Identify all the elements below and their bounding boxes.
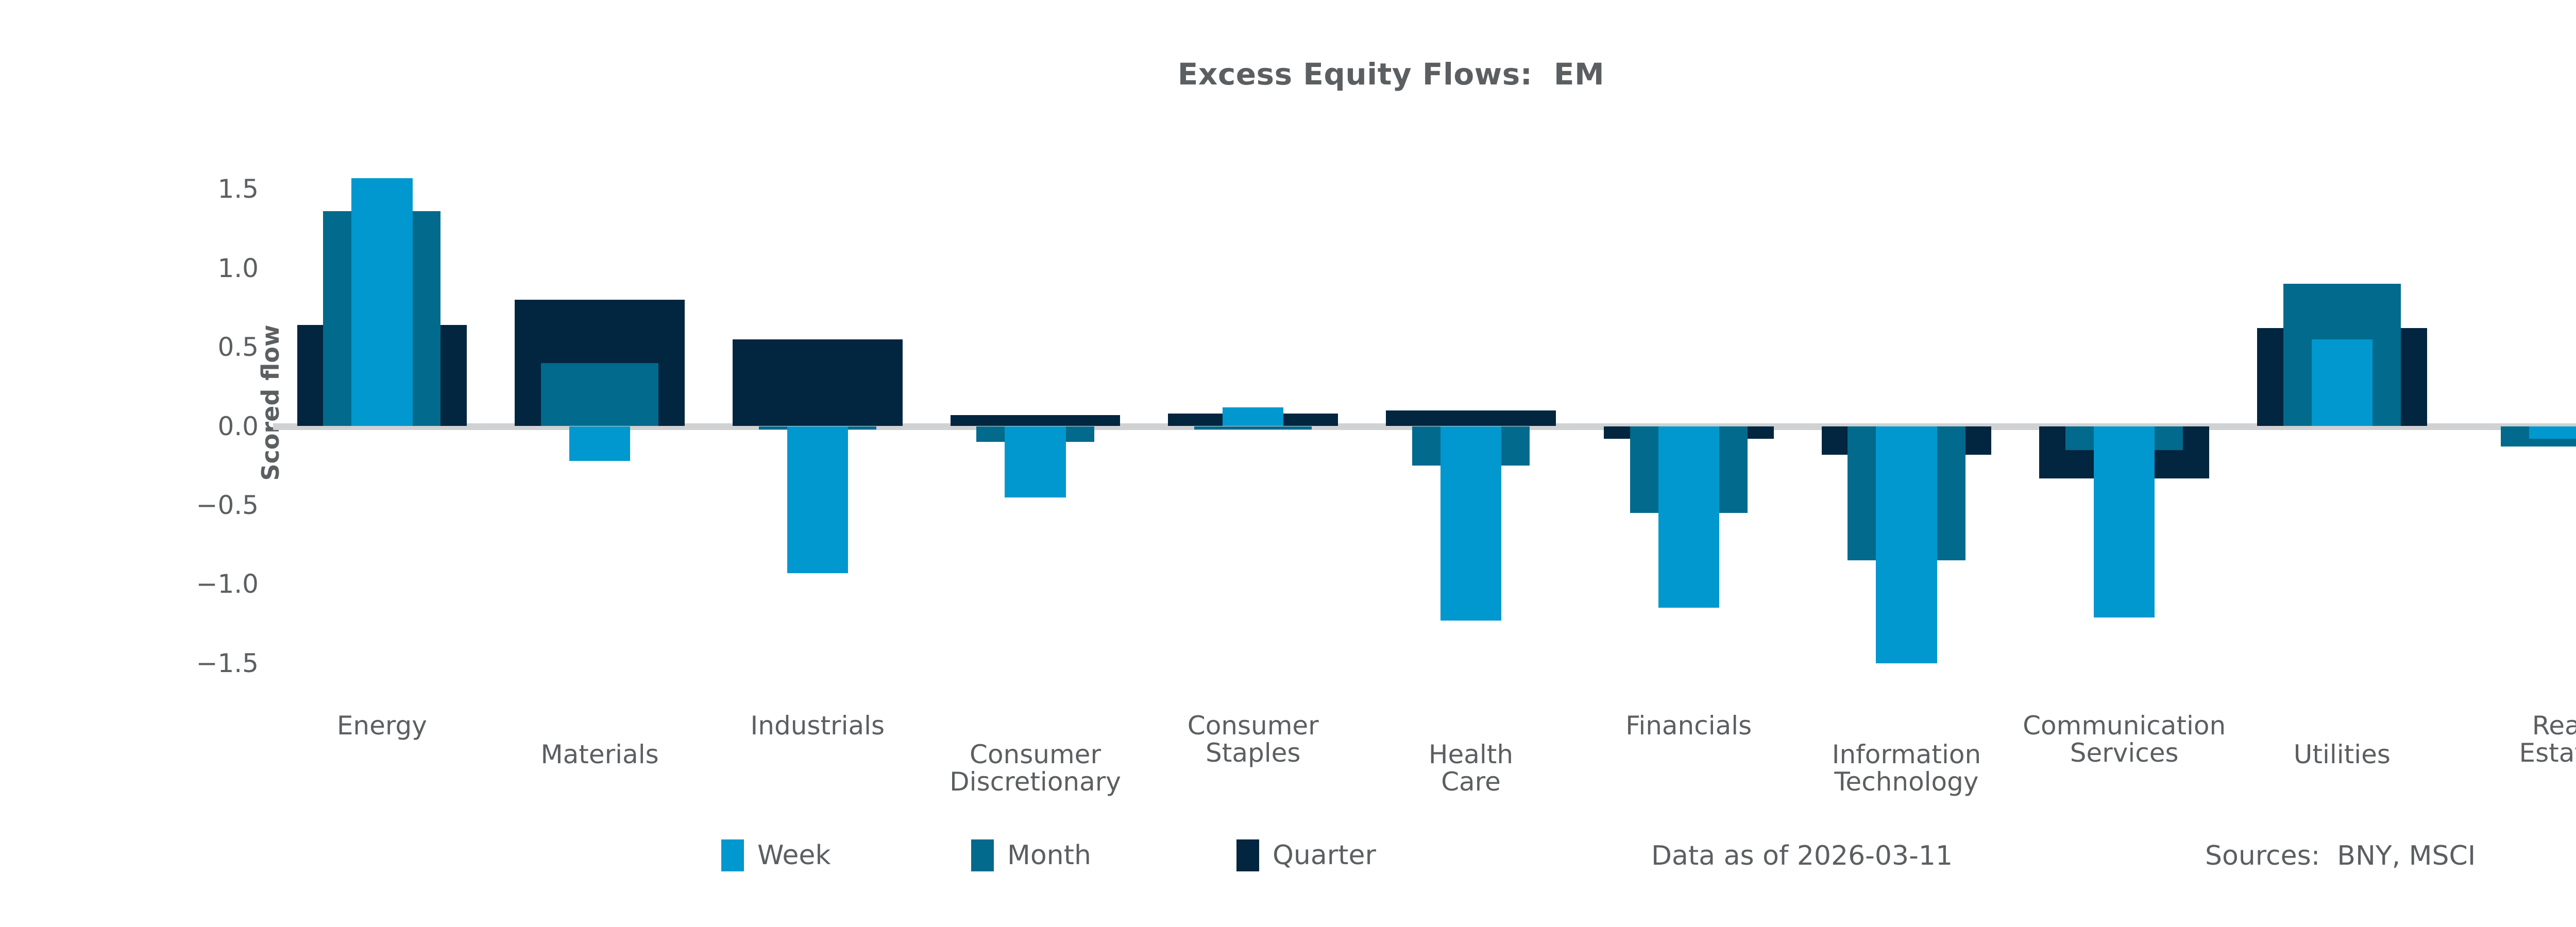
y-tick-label: 0.0	[217, 411, 259, 441]
bar-week	[2093, 426, 2155, 617]
y-tick-label: 1.0	[217, 253, 259, 283]
x-axis-label-line: Staples	[1206, 738, 1301, 768]
x-axis-label: Industrials	[649, 712, 986, 740]
bar-week	[569, 426, 631, 461]
bar-week	[1440, 426, 1502, 621]
bar-group	[708, 154, 926, 698]
plot-area: Scored flow 1.5 1.0 0.5 0.0 −0.5 −1.0 −1.5 Ene…	[196, 154, 2576, 796]
x-axis-label: Utilities	[2173, 741, 2511, 768]
x-axis-label-line: Health	[1428, 740, 1514, 769]
x-axis-label: RealEstate	[2391, 712, 2576, 767]
bar-group	[2233, 154, 2451, 698]
data-as-of-note: Data as of 2026-03-11	[1651, 840, 1953, 871]
bar-quarter	[732, 339, 903, 426]
x-axis-label-line: Materials	[540, 740, 659, 769]
legend-swatch-icon	[971, 839, 994, 871]
x-axis-label: Information Technology	[1738, 741, 2075, 796]
bar-group	[2451, 154, 2576, 698]
legend-swatch-icon	[721, 839, 744, 871]
x-axis-label-line: Communication	[2023, 711, 2226, 741]
page-title: Excess Equity Flows: EM	[1177, 57, 1605, 92]
bar-quarter	[1386, 410, 1556, 426]
x-axis-label-line: Financials	[1625, 711, 1752, 741]
x-axis-label: Consumer Discretionary	[867, 741, 1204, 796]
legend: Week Month Quarter Data as of 2026-03-11 S…	[0, 839, 2576, 901]
y-tick-label: −1.5	[196, 648, 259, 678]
legend-item-quarter[interactable]: Quarter	[1236, 839, 1376, 871]
bar-group	[1580, 154, 1798, 698]
legend-label: Month	[1007, 840, 1091, 871]
bar-group	[1362, 154, 1580, 698]
bar-month	[540, 363, 659, 426]
x-axis-label-line: Consumer	[1187, 711, 1319, 741]
x-axis-label-line: Real	[2532, 711, 2576, 741]
bar-group	[273, 154, 491, 698]
y-tick-label: 1.5	[217, 174, 259, 204]
bar-quarter	[950, 415, 1121, 426]
bar-group	[491, 154, 709, 698]
bar-week	[2529, 426, 2576, 439]
x-axis-label: Consumer Staples	[1084, 712, 1422, 767]
sources-note: Sources: BNY, MSCI	[2205, 840, 2476, 871]
x-axis-label-line: Energy	[336, 711, 427, 741]
legend-label: Quarter	[1273, 840, 1376, 871]
bar-group	[926, 154, 1144, 698]
x-axis-label-line: Estate	[2519, 738, 2576, 768]
bar-group	[1798, 154, 2015, 698]
legend-label: Week	[757, 840, 831, 871]
x-axis-label-line: Utilities	[2293, 740, 2391, 769]
legend-item-month[interactable]: Month	[971, 839, 1091, 871]
bar-week	[1005, 426, 1066, 497]
x-axis-label-line: Industrials	[750, 711, 885, 741]
x-axis-label-line: Discretionary	[950, 767, 1121, 797]
x-axis-label: Health Care	[1302, 741, 1639, 796]
bar-week	[787, 426, 848, 573]
bar-week	[1658, 426, 1719, 608]
x-axis-label: Materials	[431, 741, 768, 768]
x-axis-label-line: Technology	[1834, 767, 1979, 797]
bar-week	[1876, 426, 1937, 663]
x-axis-label: Financials	[1520, 712, 1857, 740]
x-axis-label-line: Information	[1832, 740, 1981, 769]
bar-month	[1194, 426, 1312, 430]
x-axis-label-line: Care	[1441, 767, 1501, 797]
x-axis-label: Energy	[213, 712, 551, 740]
y-tick-label: −1.0	[196, 569, 259, 599]
y-tick-label: −0.5	[196, 490, 259, 520]
bar-group	[1144, 154, 1362, 698]
x-axis-label: Communication Services	[1956, 712, 2293, 767]
bar-group	[2015, 154, 2233, 698]
bar-week	[351, 178, 413, 426]
bar-week	[1223, 407, 1284, 426]
y-tick-label: 0.5	[217, 332, 259, 363]
x-axis-label-line: Consumer	[970, 740, 1101, 769]
x-axis-label-line: Services	[2070, 738, 2179, 768]
legend-item-week[interactable]: Week	[721, 839, 831, 871]
legend-swatch-icon	[1236, 839, 1259, 871]
bar-week	[2311, 339, 2373, 426]
